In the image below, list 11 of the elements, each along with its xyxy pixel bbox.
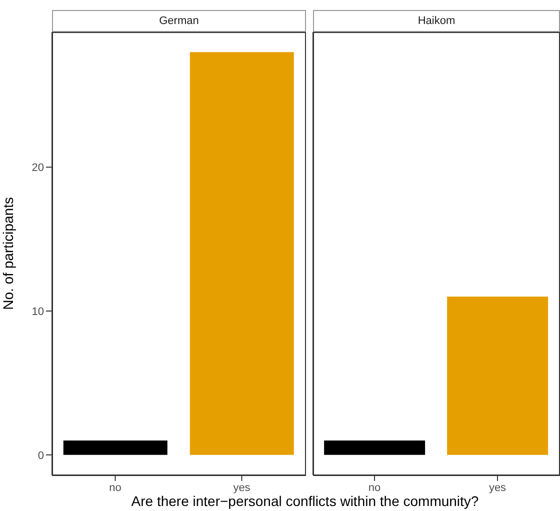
x-tick-label: no: [109, 482, 122, 494]
x-tick-label: no: [368, 482, 381, 494]
x-tick-label: yes: [488, 482, 507, 494]
y-tick-label: 0: [38, 450, 44, 462]
x-axis-title: Are there inter−personal conflicts within the community?: [130, 493, 480, 509]
chart-title: Haikom: [313, 10, 560, 32]
chart-title: German: [52, 10, 306, 32]
y-tick-label: 20: [32, 162, 44, 174]
y-axis-title: No. of participants: [0, 197, 16, 310]
y-tick-label: 10: [32, 306, 44, 318]
x-tick-label: yes: [233, 482, 251, 494]
